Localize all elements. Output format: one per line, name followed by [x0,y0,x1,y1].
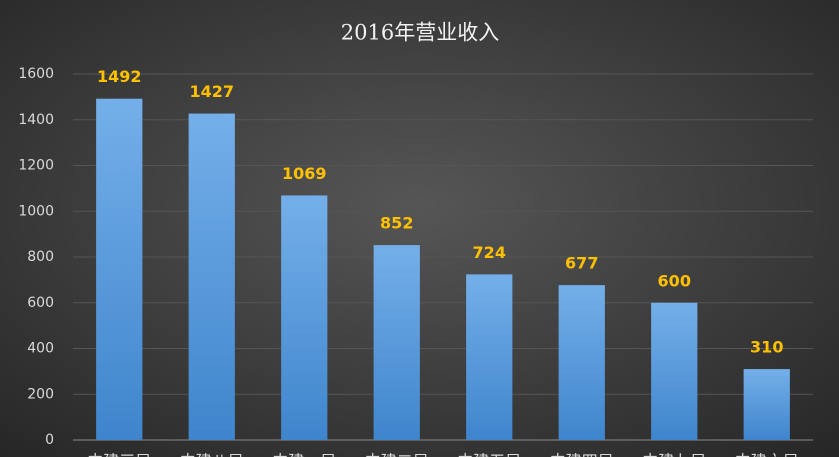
data-label: 677 [565,254,598,273]
y-tick-label: 1000 [18,203,54,219]
bar [558,285,605,440]
y-tick-label: 1400 [18,112,54,128]
y-tick-label: 600 [27,295,54,311]
data-label: 724 [473,243,506,262]
x-tick-label: 中建二局 [365,452,429,457]
data-label: 1069 [282,164,327,183]
bar [281,195,328,440]
y-tick-label: 1200 [18,158,54,174]
bar [743,369,790,440]
bar [466,274,513,440]
chart-title: 2016年营业收入 [341,21,499,45]
x-tick-label: 中建六局 [735,452,799,457]
data-label: 310 [750,338,783,357]
x-tick-label: 中建七局 [642,452,706,457]
y-tick-label: 400 [27,341,54,357]
data-label: 1427 [189,82,234,101]
data-label: 1492 [97,67,142,86]
x-tick-label: 中建一局 [272,452,336,457]
bar [96,98,143,440]
y-tick-label: 0 [45,432,54,448]
bar [188,113,235,440]
y-tick-label: 200 [27,386,54,402]
data-label: 600 [658,271,691,290]
x-tick-label: 中建四局 [550,452,614,457]
bar [651,302,698,440]
y-tick-label: 800 [27,249,54,265]
bar [373,245,420,440]
data-label: 852 [380,214,413,233]
x-tick-label: 中建五局 [457,452,521,457]
x-tick-label: 中建八局 [180,452,244,457]
x-tick-label: 中建三局 [87,452,151,457]
y-tick-label: 1600 [18,66,54,82]
